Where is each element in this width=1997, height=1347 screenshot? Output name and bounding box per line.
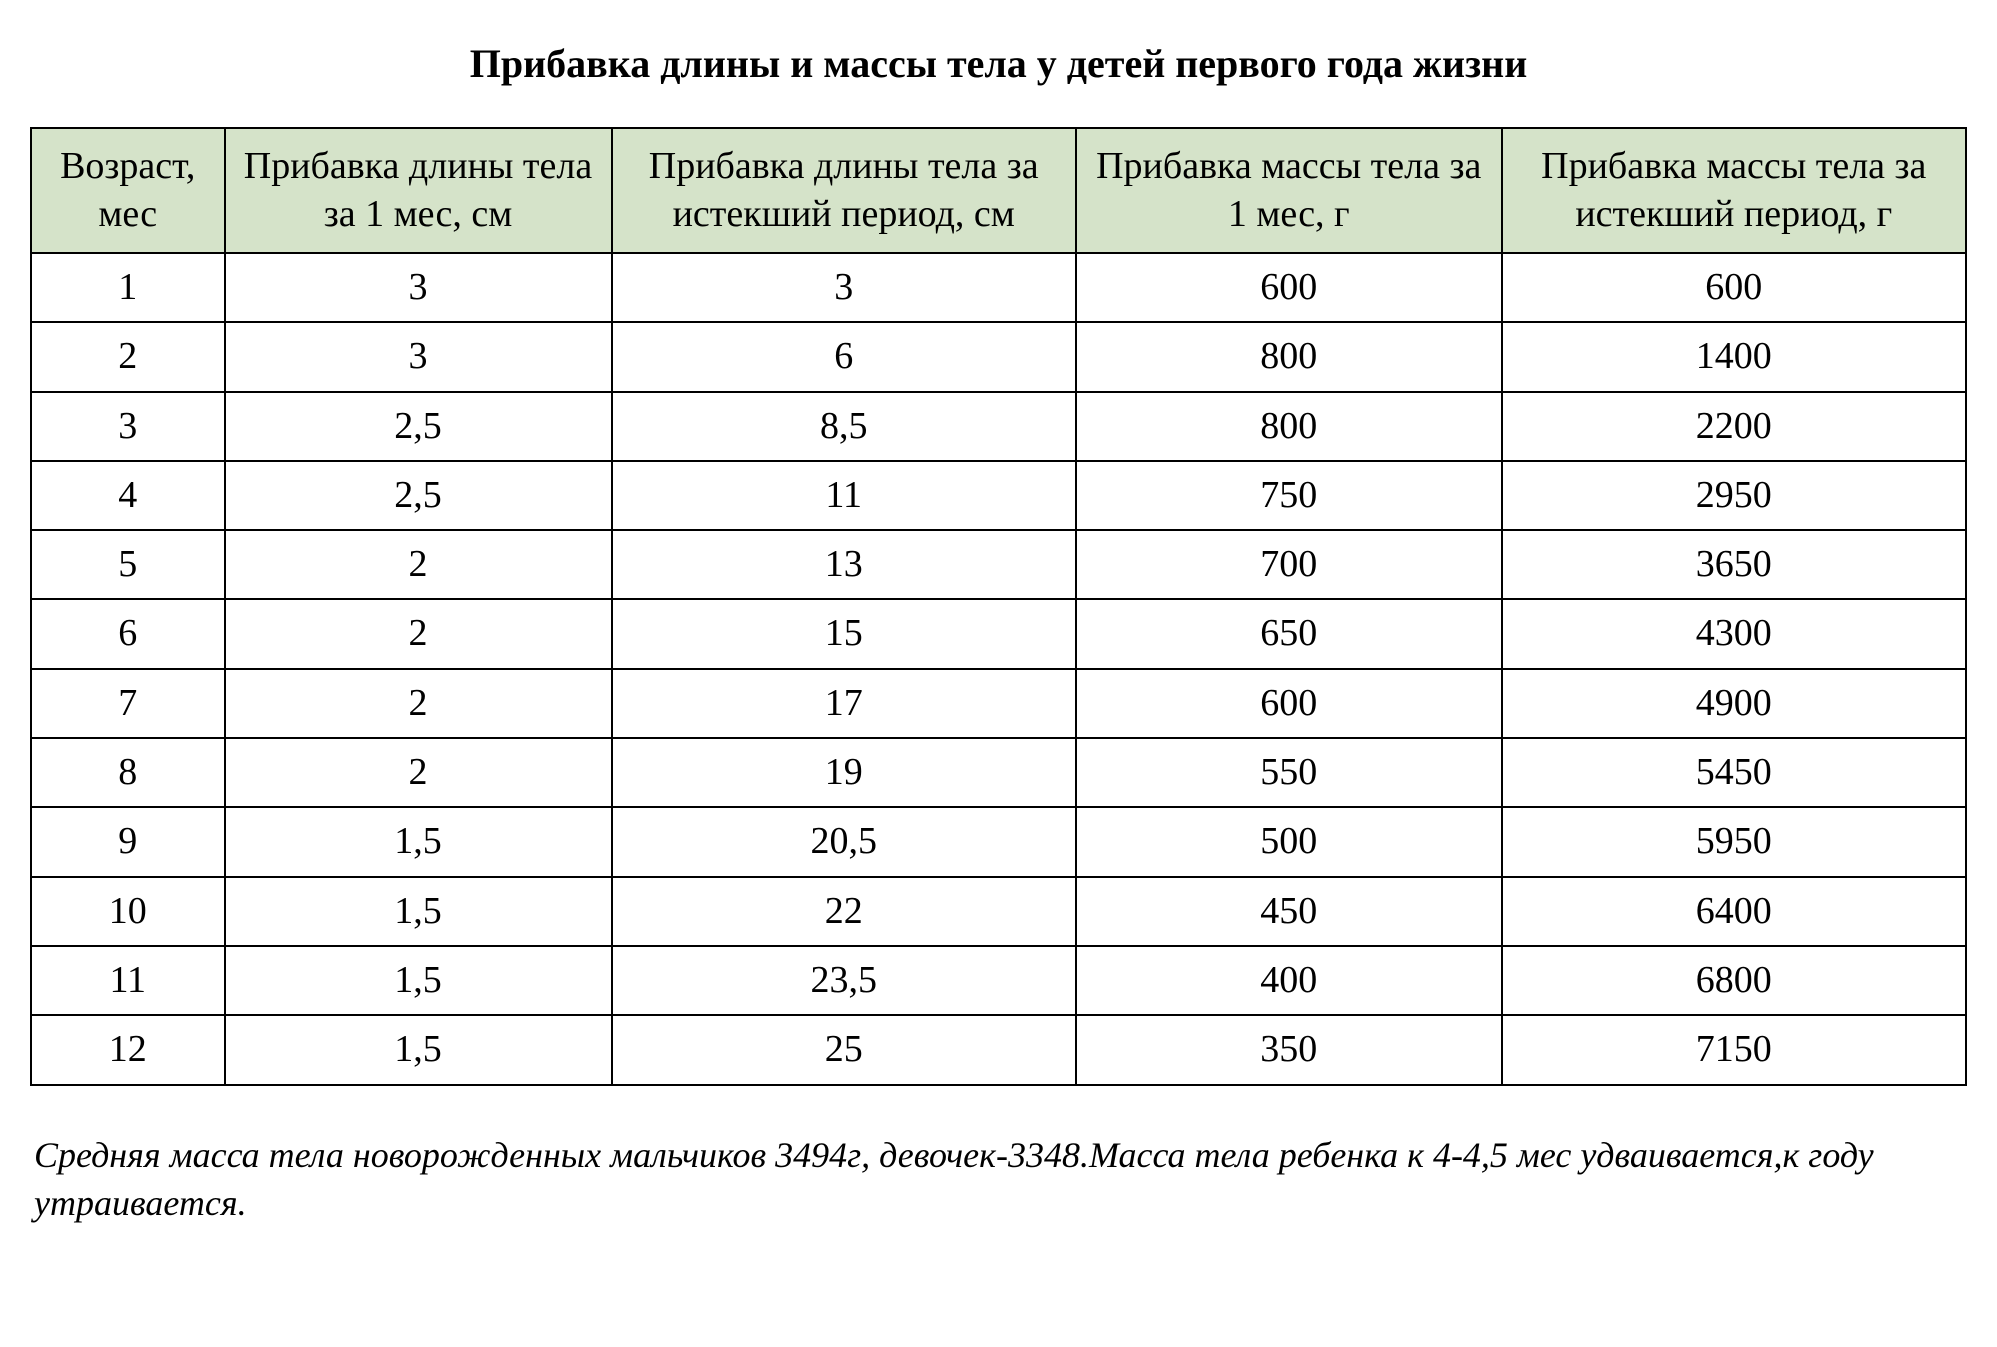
table-row: 121,5253507150	[31, 1015, 1966, 1084]
table-cell: 6	[612, 322, 1076, 391]
page-title: Прибавка длины и массы тела у детей перв…	[30, 40, 1967, 87]
table-cell: 5450	[1502, 738, 1966, 807]
table-cell: 600	[1076, 253, 1502, 322]
table-cell: 700	[1076, 530, 1502, 599]
table-cell: 2	[31, 322, 225, 391]
table-cell: 9	[31, 807, 225, 876]
table-cell: 1400	[1502, 322, 1966, 391]
table-row: 32,58,58002200	[31, 392, 1966, 461]
table-cell: 2,5	[225, 392, 612, 461]
table-row: 52137003650	[31, 530, 1966, 599]
table-row: 133600600	[31, 253, 1966, 322]
table-header-cell: Прибавка длины тела за истекший период, …	[612, 128, 1076, 253]
table-cell: 6400	[1502, 877, 1966, 946]
table-cell: 10	[31, 877, 225, 946]
table-cell: 25	[612, 1015, 1076, 1084]
table-cell: 400	[1076, 946, 1502, 1015]
table-cell: 3	[225, 253, 612, 322]
table-cell: 17	[612, 669, 1076, 738]
table-cell: 1,5	[225, 946, 612, 1015]
table-row: 2368001400	[31, 322, 1966, 391]
table-cell: 11	[612, 461, 1076, 530]
table-cell: 1	[31, 253, 225, 322]
table-header-cell: Прибавка массы тела за 1 мес, г	[1076, 128, 1502, 253]
table-row: 82195505450	[31, 738, 1966, 807]
table-header-row: Возраст, мес Прибавка длины тела за 1 ме…	[31, 128, 1966, 253]
table-cell: 8	[31, 738, 225, 807]
table-header-cell: Прибавка массы тела за истекший период, …	[1502, 128, 1966, 253]
growth-table: Возраст, мес Прибавка длины тела за 1 ме…	[30, 127, 1967, 1086]
table-cell: 450	[1076, 877, 1502, 946]
table-cell: 5	[31, 530, 225, 599]
table-cell: 750	[1076, 461, 1502, 530]
table-cell: 11	[31, 946, 225, 1015]
table-row: 42,5117502950	[31, 461, 1966, 530]
table-cell: 4300	[1502, 599, 1966, 668]
table-cell: 2	[225, 530, 612, 599]
table-cell: 800	[1076, 392, 1502, 461]
table-cell: 1,5	[225, 807, 612, 876]
table-cell: 650	[1076, 599, 1502, 668]
table-body: 133600600236800140032,58,5800220042,5117…	[31, 253, 1966, 1085]
table-cell: 350	[1076, 1015, 1502, 1084]
table-cell: 2,5	[225, 461, 612, 530]
table-cell: 4900	[1502, 669, 1966, 738]
table-cell: 3	[31, 392, 225, 461]
table-cell: 2950	[1502, 461, 1966, 530]
table-row: 101,5224506400	[31, 877, 1966, 946]
table-cell: 7150	[1502, 1015, 1966, 1084]
table-cell: 4	[31, 461, 225, 530]
table-cell: 600	[1502, 253, 1966, 322]
table-cell: 3	[225, 322, 612, 391]
table-cell: 2200	[1502, 392, 1966, 461]
table-cell: 600	[1076, 669, 1502, 738]
table-cell: 22	[612, 877, 1076, 946]
table-row: 72176004900	[31, 669, 1966, 738]
footnote-text: Средняя масса тела новорожденных мальчик…	[30, 1131, 1967, 1228]
table-cell: 6800	[1502, 946, 1966, 1015]
table-cell: 23,5	[612, 946, 1076, 1015]
table-row: 62156504300	[31, 599, 1966, 668]
table-header-cell: Прибавка длины тела за 1 мес, см	[225, 128, 612, 253]
table-cell: 1,5	[225, 1015, 612, 1084]
table-cell: 3650	[1502, 530, 1966, 599]
table-cell: 20,5	[612, 807, 1076, 876]
table-cell: 550	[1076, 738, 1502, 807]
table-cell: 5950	[1502, 807, 1966, 876]
table-cell: 6	[31, 599, 225, 668]
table-cell: 15	[612, 599, 1076, 668]
table-cell: 2	[225, 599, 612, 668]
table-cell: 800	[1076, 322, 1502, 391]
table-cell: 2	[225, 738, 612, 807]
table-cell: 7	[31, 669, 225, 738]
table-cell: 500	[1076, 807, 1502, 876]
table-cell: 8,5	[612, 392, 1076, 461]
table-cell: 19	[612, 738, 1076, 807]
table-row: 91,520,55005950	[31, 807, 1966, 876]
table-cell: 13	[612, 530, 1076, 599]
table-cell: 1,5	[225, 877, 612, 946]
table-cell: 3	[612, 253, 1076, 322]
table-cell: 2	[225, 669, 612, 738]
table-row: 111,523,54006800	[31, 946, 1966, 1015]
table-header-cell: Возраст, мес	[31, 128, 225, 253]
table-cell: 12	[31, 1015, 225, 1084]
